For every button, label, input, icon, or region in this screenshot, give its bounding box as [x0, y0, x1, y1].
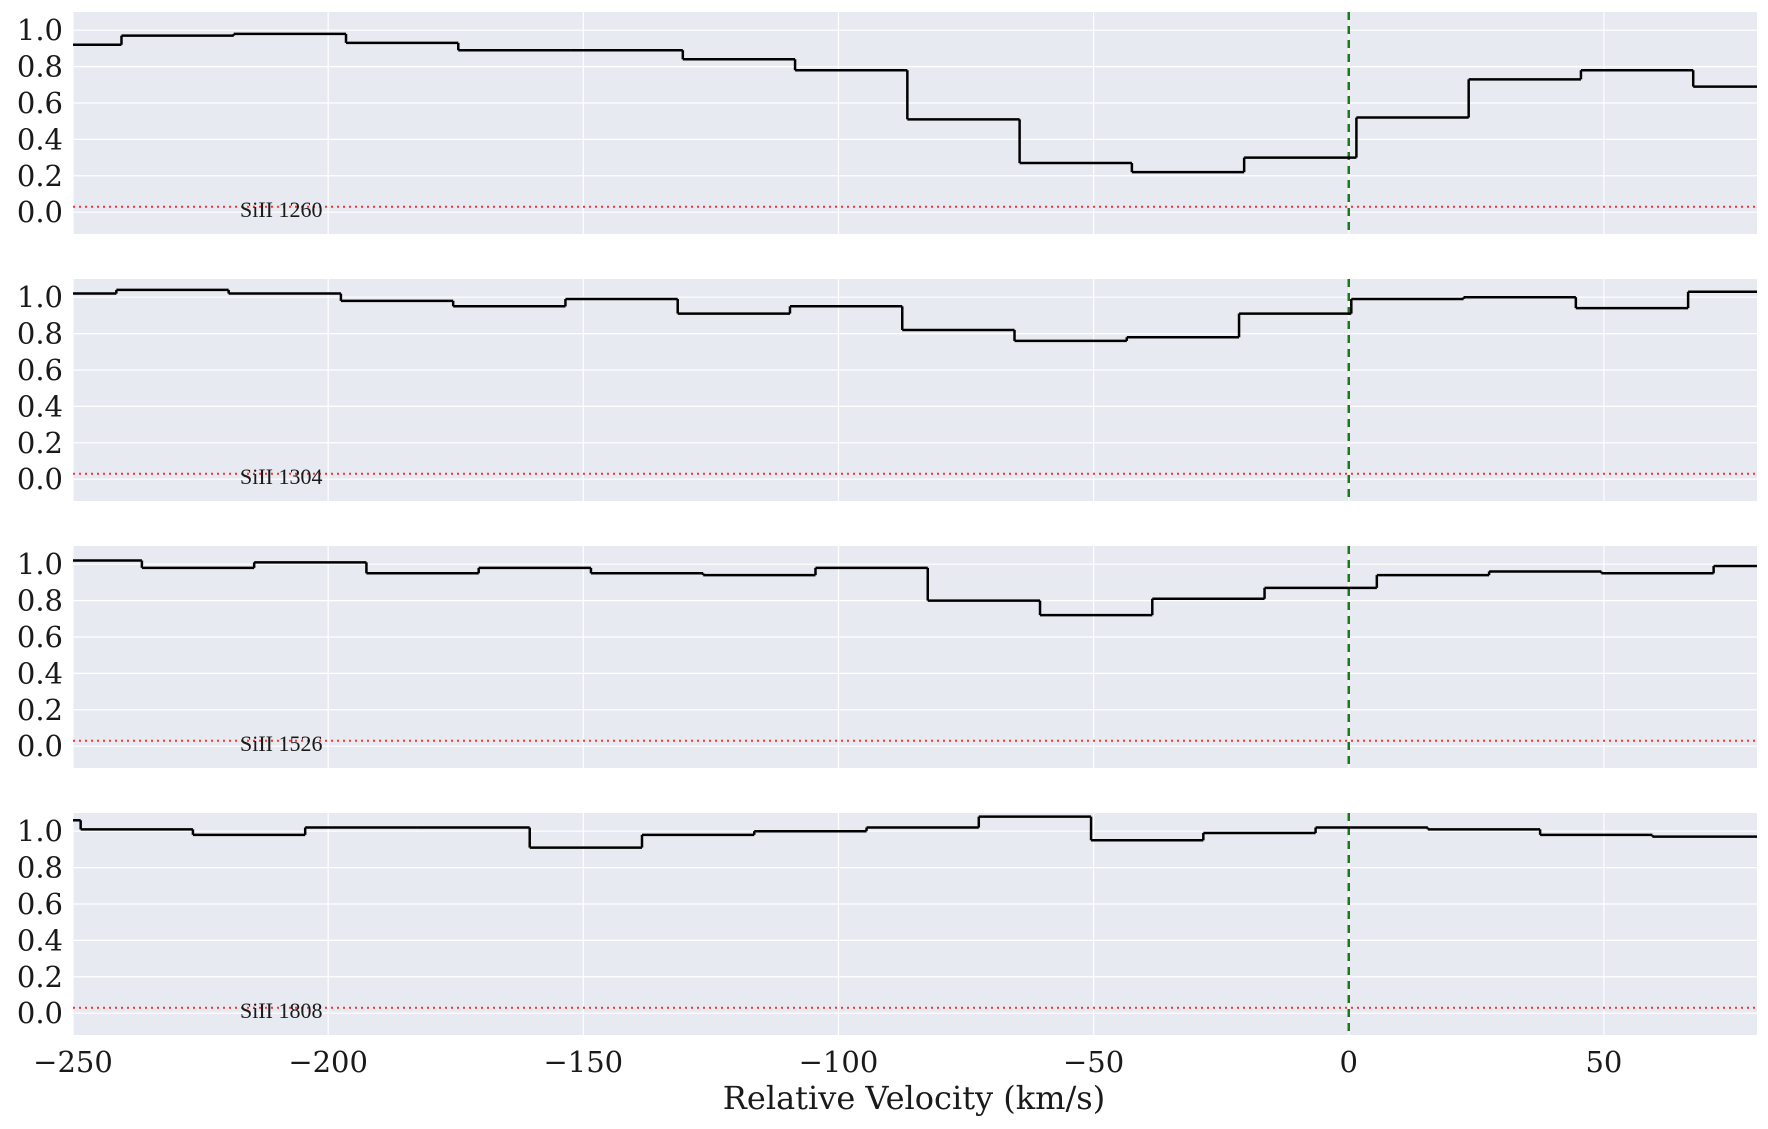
panel-background [73, 546, 1757, 768]
panel-label: SiII 1304 [240, 464, 323, 489]
y-tick-label: 0.4 [17, 389, 63, 423]
y-tick-label: 0.4 [17, 923, 63, 957]
y-tick-label: 0.6 [17, 86, 63, 120]
panel-4: 0.00.20.40.60.81.0 SiII 1808 [17, 813, 1757, 1035]
y-tick-label: 0.8 [17, 584, 63, 618]
y-tick-label: 1.0 [17, 280, 63, 314]
panel-background [73, 12, 1757, 234]
panel-background [73, 813, 1757, 1035]
y-tick-label: 0.2 [17, 693, 63, 727]
y-tick-label: 0.8 [17, 317, 63, 351]
y-tick-label: 0.6 [17, 620, 63, 654]
x-tick-label: −200 [288, 1045, 368, 1079]
x-axis-label: Relative Velocity (km/s) [723, 1079, 1105, 1117]
y-tick-label: 0.4 [17, 122, 63, 156]
panel-label: SiII 1808 [240, 998, 323, 1023]
y-tick-label: 0.0 [17, 729, 63, 763]
y-tick-label: 1.0 [17, 547, 63, 581]
panel-background [73, 279, 1757, 501]
y-tick-label: 0.2 [17, 426, 63, 460]
panel-label: SiII 1526 [240, 731, 323, 756]
x-tick-label: 50 [1585, 1045, 1622, 1079]
panel-label: SiII 1260 [240, 197, 323, 222]
y-tick-label: 0.8 [17, 851, 63, 885]
panel-3: 0.00.20.40.60.81.0 SiII 1526 [17, 546, 1757, 768]
x-tick-label: −150 [543, 1045, 623, 1079]
y-tick-label: 0.0 [17, 996, 63, 1030]
x-tick-label: 0 [1340, 1045, 1358, 1079]
y-tick-label: 0.2 [17, 159, 63, 193]
y-tick-label: 0.4 [17, 656, 63, 690]
y-tick-label: 0.6 [17, 887, 63, 921]
y-tick-label: 0.0 [17, 195, 63, 229]
y-tick-label: 0.6 [17, 353, 63, 387]
y-tick-label: 0.2 [17, 960, 63, 994]
y-tick-label: 1.0 [17, 814, 63, 848]
x-tick-label: −250 [33, 1045, 113, 1079]
panel-2: 0.00.20.40.60.81.0 SiII 1304 [17, 279, 1757, 501]
x-axis: −250 −200 −150 −100 −50 0 50 [33, 1045, 1622, 1079]
x-tick-label: −100 [799, 1045, 879, 1079]
panel-1: 0.00.20.40.60.81.0 SiII 1260 [17, 12, 1757, 234]
y-tick-label: 1.0 [17, 13, 63, 47]
y-tick-label: 0.8 [17, 50, 63, 84]
x-tick-label: −50 [1063, 1045, 1124, 1079]
y-tick-label: 0.0 [17, 462, 63, 496]
